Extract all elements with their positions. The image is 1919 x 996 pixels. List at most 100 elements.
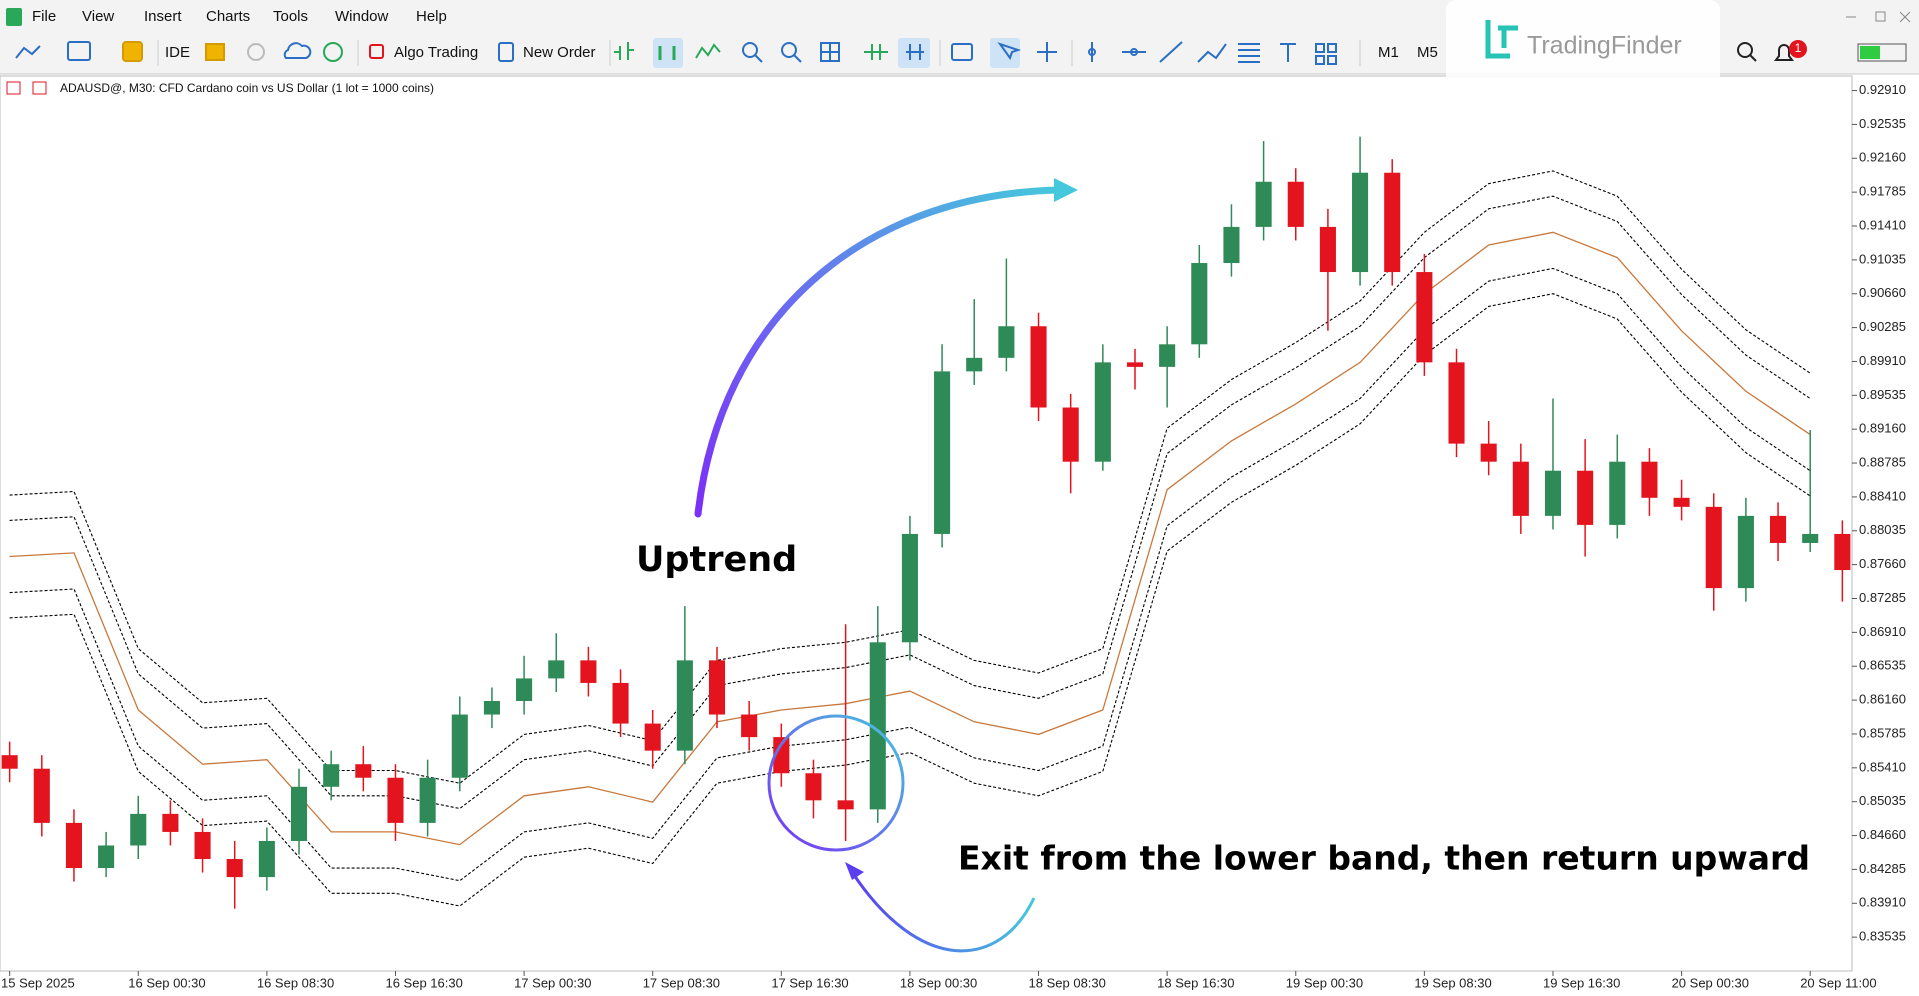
menu-item[interactable]: Tools xyxy=(273,8,308,25)
band-line xyxy=(9,170,1811,784)
candle-body xyxy=(1770,515,1787,543)
exit-label: Exit from the lower band, then return up… xyxy=(958,839,1810,878)
y-tick-label: 0.92910 xyxy=(1859,82,1906,97)
candle-body xyxy=(98,845,115,869)
candle-body xyxy=(65,822,82,869)
candle-body xyxy=(1159,344,1176,367)
y-tick-label: 0.84660 xyxy=(1859,827,1906,842)
y-tick-label: 0.91410 xyxy=(1859,217,1906,232)
candle-body xyxy=(258,840,275,878)
candle-body xyxy=(1191,263,1208,345)
candle-body xyxy=(162,813,179,832)
y-tick-label: 0.87660 xyxy=(1859,556,1906,571)
candle-body xyxy=(1223,226,1240,264)
algo-trading-button[interactable]: Algo Trading xyxy=(394,44,478,61)
candle-body xyxy=(1352,172,1369,273)
symbol-icon xyxy=(32,81,47,95)
y-tick-label: 0.91785 xyxy=(1859,184,1906,199)
candle-body xyxy=(483,700,500,715)
y-tick-label: 0.88410 xyxy=(1859,488,1906,503)
chart-title: ADAUSD@, M30: CFD Cardano coin vs US Dol… xyxy=(60,81,434,95)
candle-body xyxy=(837,800,854,810)
window-controls xyxy=(1846,11,1911,23)
candle-body xyxy=(1737,515,1754,589)
candle-body xyxy=(1577,470,1594,525)
candle-body xyxy=(966,357,983,372)
watermark-box xyxy=(1446,0,1720,88)
ide-button[interactable]: IDE xyxy=(165,44,190,61)
x-tick-label: 16 Sep 00:30 xyxy=(128,975,205,990)
candle-body xyxy=(1062,407,1079,462)
candle-body xyxy=(290,786,308,841)
band-line xyxy=(9,293,1811,907)
candle-body xyxy=(1384,172,1401,273)
y-tick-label: 0.90660 xyxy=(1859,285,1906,300)
candle-body xyxy=(387,777,404,823)
candle-body xyxy=(773,737,790,774)
candle-body xyxy=(612,682,629,724)
y-tick-label: 0.88785 xyxy=(1859,454,1906,469)
x-tick-label: 17 Sep 08:30 xyxy=(643,975,720,990)
candle-body xyxy=(1448,362,1465,444)
menu-item[interactable]: Window xyxy=(335,8,389,25)
band-line xyxy=(9,231,1811,846)
candle-body xyxy=(1255,181,1272,227)
candle-body xyxy=(1416,272,1433,363)
watermark-text: TradingFinder xyxy=(1527,32,1682,60)
menu-item[interactable]: View xyxy=(82,8,114,25)
chart-icon xyxy=(6,81,21,95)
band-line xyxy=(9,195,1811,810)
candle-body xyxy=(1705,506,1722,589)
x-tick-label: 20 Sep 11:00 xyxy=(1800,975,1876,990)
candle-body xyxy=(1030,326,1047,408)
y-tick-label: 0.87285 xyxy=(1859,590,1906,605)
candle-body xyxy=(1641,461,1658,498)
new-order-button[interactable]: New Order xyxy=(523,44,596,61)
alert-badge xyxy=(1789,40,1807,58)
candle-body xyxy=(226,859,243,878)
candle-body xyxy=(869,642,886,810)
x-tick-label: 20 Sep 00:30 xyxy=(1672,975,1749,990)
x-tick-label: 17 Sep 00:30 xyxy=(514,975,591,990)
candle-body xyxy=(1609,461,1626,525)
candle-body xyxy=(130,813,147,846)
candle-body xyxy=(33,768,50,823)
candle-body xyxy=(805,773,822,801)
app-icon xyxy=(6,8,22,26)
y-tick-label: 0.89910 xyxy=(1859,353,1906,368)
candle-body xyxy=(1094,362,1111,462)
candle-body xyxy=(355,764,372,778)
y-tick-label: 0.90285 xyxy=(1859,319,1906,334)
x-tick-label: 16 Sep 08:30 xyxy=(257,975,334,990)
candle-body xyxy=(1802,533,1819,543)
menu-item[interactable]: Charts xyxy=(206,8,250,25)
y-tick-label: 0.86910 xyxy=(1859,624,1906,639)
x-tick-label: 15 Sep 2025 xyxy=(1,975,75,990)
y-tick-label: 0.89535 xyxy=(1859,387,1906,402)
y-tick-label: 0.91035 xyxy=(1859,251,1906,266)
timeframe-m1[interactable]: M1 xyxy=(1378,44,1399,61)
y-tick-label: 0.92160 xyxy=(1859,150,1906,165)
y-tick-label: 0.85785 xyxy=(1859,725,1906,740)
menu-item[interactable]: File xyxy=(32,8,56,25)
candle-body xyxy=(1287,181,1304,227)
candle-body xyxy=(548,660,565,679)
x-tick-label: 18 Sep 00:30 xyxy=(900,975,977,990)
x-tick-label: 19 Sep 16:30 xyxy=(1543,975,1620,990)
candle-body xyxy=(516,678,533,701)
menu-item[interactable]: Insert xyxy=(144,8,182,25)
candle-body xyxy=(451,714,468,778)
uptrend-arrowhead xyxy=(1054,178,1078,202)
x-tick-label: 16 Sep 16:30 xyxy=(385,975,462,990)
y-tick-label: 0.89160 xyxy=(1859,421,1906,436)
candle-body xyxy=(708,660,726,715)
candle-body xyxy=(644,723,661,751)
candle-body xyxy=(741,714,758,738)
candle-body xyxy=(580,660,597,683)
return-arrow xyxy=(850,871,1036,953)
timeframe-m5[interactable]: M5 xyxy=(1417,44,1438,61)
y-tick-label: 0.86160 xyxy=(1859,692,1906,707)
menu-item[interactable]: Help xyxy=(416,8,447,25)
y-tick-label: 0.85410 xyxy=(1859,759,1906,774)
